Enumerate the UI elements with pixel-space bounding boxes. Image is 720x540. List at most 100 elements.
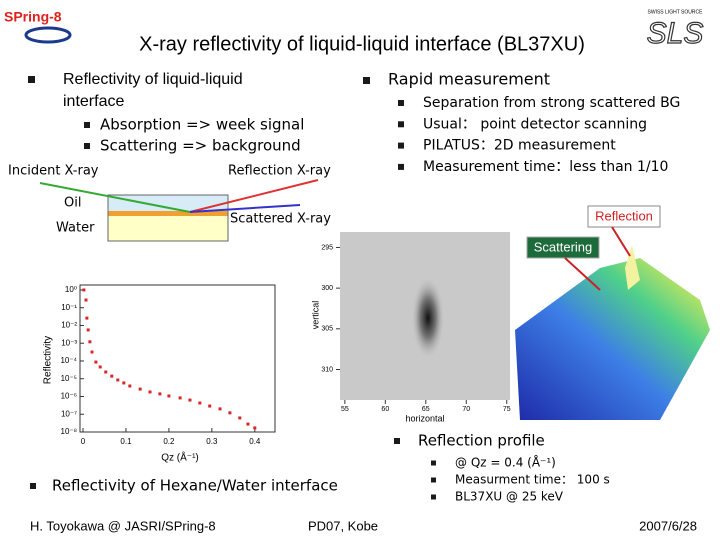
bullet-item: Separation from strong scattered BG (423, 95, 680, 111)
label-box (587, 205, 661, 228)
y-tick-label: 295 (321, 244, 333, 251)
x-tick-label: 65 (422, 406, 430, 413)
data-point (218, 407, 222, 411)
x-tick-label: 70 (462, 406, 470, 413)
data-point (94, 360, 98, 364)
y-tick-label: 10⁰ (65, 285, 77, 294)
bullet-item: Absorption => week signal (100, 116, 304, 134)
data-point (104, 370, 108, 374)
bullet (84, 122, 90, 128)
data-point (208, 404, 212, 408)
pointer (611, 226, 631, 257)
interface (108, 211, 228, 216)
data-point (253, 426, 257, 430)
diagram-label: Oil (64, 196, 81, 211)
data-point (110, 374, 114, 378)
plot-frame (79, 284, 276, 433)
bullet (84, 143, 90, 149)
data-point (98, 365, 102, 369)
data-point (238, 416, 242, 420)
cell (107, 194, 229, 242)
logo-right: SLS (647, 17, 704, 50)
incident-beam (39, 182, 191, 213)
bullet-heading: Reflection profile (418, 432, 545, 450)
bullet (431, 494, 436, 500)
surface-plot (515, 258, 710, 420)
footer-left: H. Toyokawa @ JASRI/SPring-8 (30, 518, 216, 533)
y-tick-label: 310 (321, 366, 333, 373)
reflection-label: Reflection (595, 208, 653, 223)
logo-swoosh (24, 26, 72, 44)
label-box (526, 236, 600, 259)
bullet-item: Scattering => background (100, 137, 301, 155)
y-tick-label: 10⁻⁶ (61, 392, 77, 401)
bullet (431, 460, 436, 466)
oil-layer (108, 195, 228, 213)
axis-label: horizontal (405, 413, 444, 423)
y-tick-label: 10⁻⁵ (61, 374, 77, 383)
surface-peak (625, 245, 640, 290)
bullet (30, 483, 36, 489)
scattered-beam (189, 204, 301, 213)
logo-left: SPring-8 (4, 9, 62, 25)
diagram-label: Reflection X-ray (228, 164, 331, 179)
reflected-beam (189, 179, 319, 213)
bullet-heading: Rapid measurement (388, 70, 550, 89)
data-point (116, 378, 120, 382)
data-point (90, 350, 94, 354)
y-tick-label: 10⁻⁴ (60, 356, 77, 365)
data-point (246, 422, 250, 426)
y-tick-label: 305 (321, 326, 333, 333)
diagram-label: Water (56, 221, 95, 236)
y-tick-label: 10⁻² (61, 321, 77, 330)
y-tick-label: 10⁻⁷ (61, 409, 77, 418)
slide-title: X-ray reflectivity of liquid-liquid inte… (139, 33, 585, 55)
bullet-item: Measurement time：less than 1/10 (423, 159, 668, 175)
bullet-item: Usual： point detector scanning (423, 116, 647, 132)
scattering-label: Scattering (534, 239, 593, 254)
footer-right: 2007/6/28 (639, 518, 697, 533)
caption: Reflectivity of Hexane/Water interface (52, 477, 338, 495)
bullet (398, 121, 404, 128)
data-point (178, 396, 182, 400)
footer-center: PD07, Kobe (308, 518, 378, 533)
y-tick-label: 10⁻⁸ (61, 427, 78, 436)
bullet-heading: interface (63, 93, 124, 110)
bullet (398, 163, 404, 170)
data-point (228, 411, 232, 415)
x-tick-label: 0.3 (206, 437, 218, 446)
data-point (84, 298, 88, 302)
axis-label: vertical (310, 301, 320, 330)
x-tick-label: 0.4 (249, 437, 261, 446)
pointer (564, 257, 601, 291)
detector-spot (412, 278, 444, 358)
bullet (398, 100, 404, 106)
bullet-item: @ Qz = 0.4 (Å⁻¹) (455, 455, 556, 470)
data-point (128, 384, 132, 388)
bullet (431, 477, 436, 483)
x-tick-label: 0 (81, 437, 86, 446)
bullet (28, 76, 35, 83)
bullet-item: BL37XU @ 25 keV (455, 490, 564, 504)
bullet (398, 142, 404, 149)
data-point (85, 316, 89, 320)
diagram-label: Incident X-ray (8, 164, 99, 179)
axis-label: Qz (Å⁻¹) (161, 451, 199, 464)
x-tick-label: 75 (503, 406, 511, 413)
x-tick-label: 55 (341, 406, 349, 413)
data-point (82, 288, 86, 292)
bullet (363, 77, 370, 84)
y-tick-label: 10⁻¹ (61, 303, 77, 312)
data-point (158, 392, 162, 396)
data-point (188, 398, 192, 402)
x-tick-label: 0.1 (120, 437, 132, 446)
data-point (148, 390, 152, 394)
bullet-item: PILATUS：2D measurement (423, 138, 616, 154)
x-tick-label: 0.2 (163, 437, 175, 446)
y-tick-label: 300 (321, 285, 333, 292)
bullet (394, 438, 400, 444)
data-point (138, 387, 142, 391)
data-point (167, 394, 171, 398)
logo-right-small: SWISS LIGHT SOURCE (648, 9, 704, 15)
